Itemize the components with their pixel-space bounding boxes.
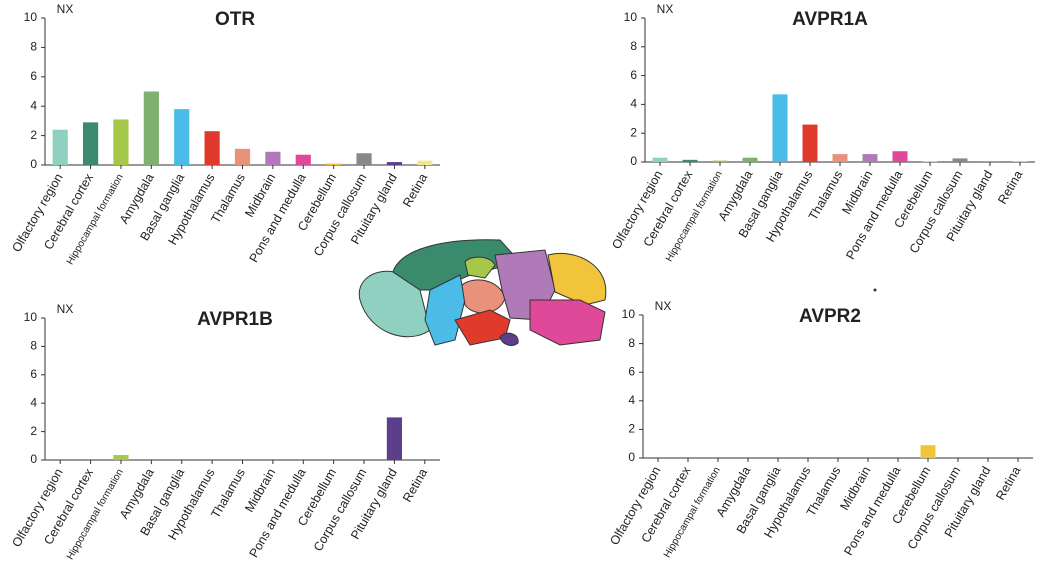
x-tick-label: Retina xyxy=(400,171,430,209)
y-tick-label: 0 xyxy=(30,157,37,171)
y-tick-label: 6 xyxy=(628,364,635,378)
y-axis-label: NX xyxy=(657,2,674,16)
bar xyxy=(113,119,129,165)
bar xyxy=(234,148,251,165)
x-tick-label: Retina xyxy=(993,464,1023,502)
y-tick-label: 4 xyxy=(630,97,637,111)
y-tick-label: 0 xyxy=(628,450,635,464)
y-tick-label: 8 xyxy=(630,39,637,53)
bar xyxy=(952,158,968,162)
y-tick-label: 10 xyxy=(622,307,636,321)
bar xyxy=(143,91,159,165)
bar xyxy=(386,417,403,460)
y-tick-label: 10 xyxy=(624,10,638,24)
bar xyxy=(802,124,818,162)
y-tick-label: 10 xyxy=(24,310,38,324)
bar xyxy=(832,154,848,162)
y-tick-label: 8 xyxy=(628,336,635,350)
bar xyxy=(682,159,698,162)
chart-title: AVPR2 xyxy=(799,306,861,327)
y-tick-label: 10 xyxy=(24,10,38,24)
y-tick-label: 4 xyxy=(30,395,37,409)
y-axis-label: NX xyxy=(655,299,672,313)
bar xyxy=(742,157,758,162)
y-tick-label: 4 xyxy=(628,393,635,407)
y-tick-label: 2 xyxy=(628,422,635,436)
bar xyxy=(386,162,403,165)
chart-title: AVPR1B xyxy=(197,309,273,330)
bar xyxy=(265,151,281,165)
y-tick-label: 6 xyxy=(30,69,37,83)
bar xyxy=(772,94,788,162)
y-tick-label: 6 xyxy=(630,68,637,82)
bar xyxy=(922,161,938,162)
chart-title: AVPR1A xyxy=(792,9,868,30)
y-tick-label: 2 xyxy=(30,424,37,438)
chart-title: OTR xyxy=(215,9,255,30)
bar xyxy=(52,129,68,165)
bar xyxy=(113,455,129,460)
x-tick-label: Retina xyxy=(400,466,430,504)
bar xyxy=(652,157,668,162)
bar xyxy=(295,154,311,165)
y-tick-label: 2 xyxy=(30,128,37,142)
y-tick-label: 6 xyxy=(30,367,37,381)
y-tick-label: 8 xyxy=(30,339,37,353)
bar xyxy=(712,160,728,162)
y-tick-label: 4 xyxy=(30,98,37,112)
bar xyxy=(417,160,433,165)
bar xyxy=(920,445,936,458)
y-tick-label: 0 xyxy=(30,452,37,466)
y-axis-label: NX xyxy=(57,2,74,16)
y-tick-label: 2 xyxy=(630,125,637,139)
bar xyxy=(892,151,908,162)
bar xyxy=(82,122,99,165)
bar xyxy=(204,131,220,165)
bar xyxy=(326,163,342,165)
y-axis-label: NX xyxy=(57,302,74,316)
bar xyxy=(356,153,372,165)
y-tick-label: 0 xyxy=(630,154,637,168)
y-tick-label: 8 xyxy=(30,40,37,54)
bar xyxy=(862,154,878,162)
brain-illustration xyxy=(358,239,877,346)
bar xyxy=(174,109,190,165)
x-tick-label: Retina xyxy=(995,168,1025,206)
